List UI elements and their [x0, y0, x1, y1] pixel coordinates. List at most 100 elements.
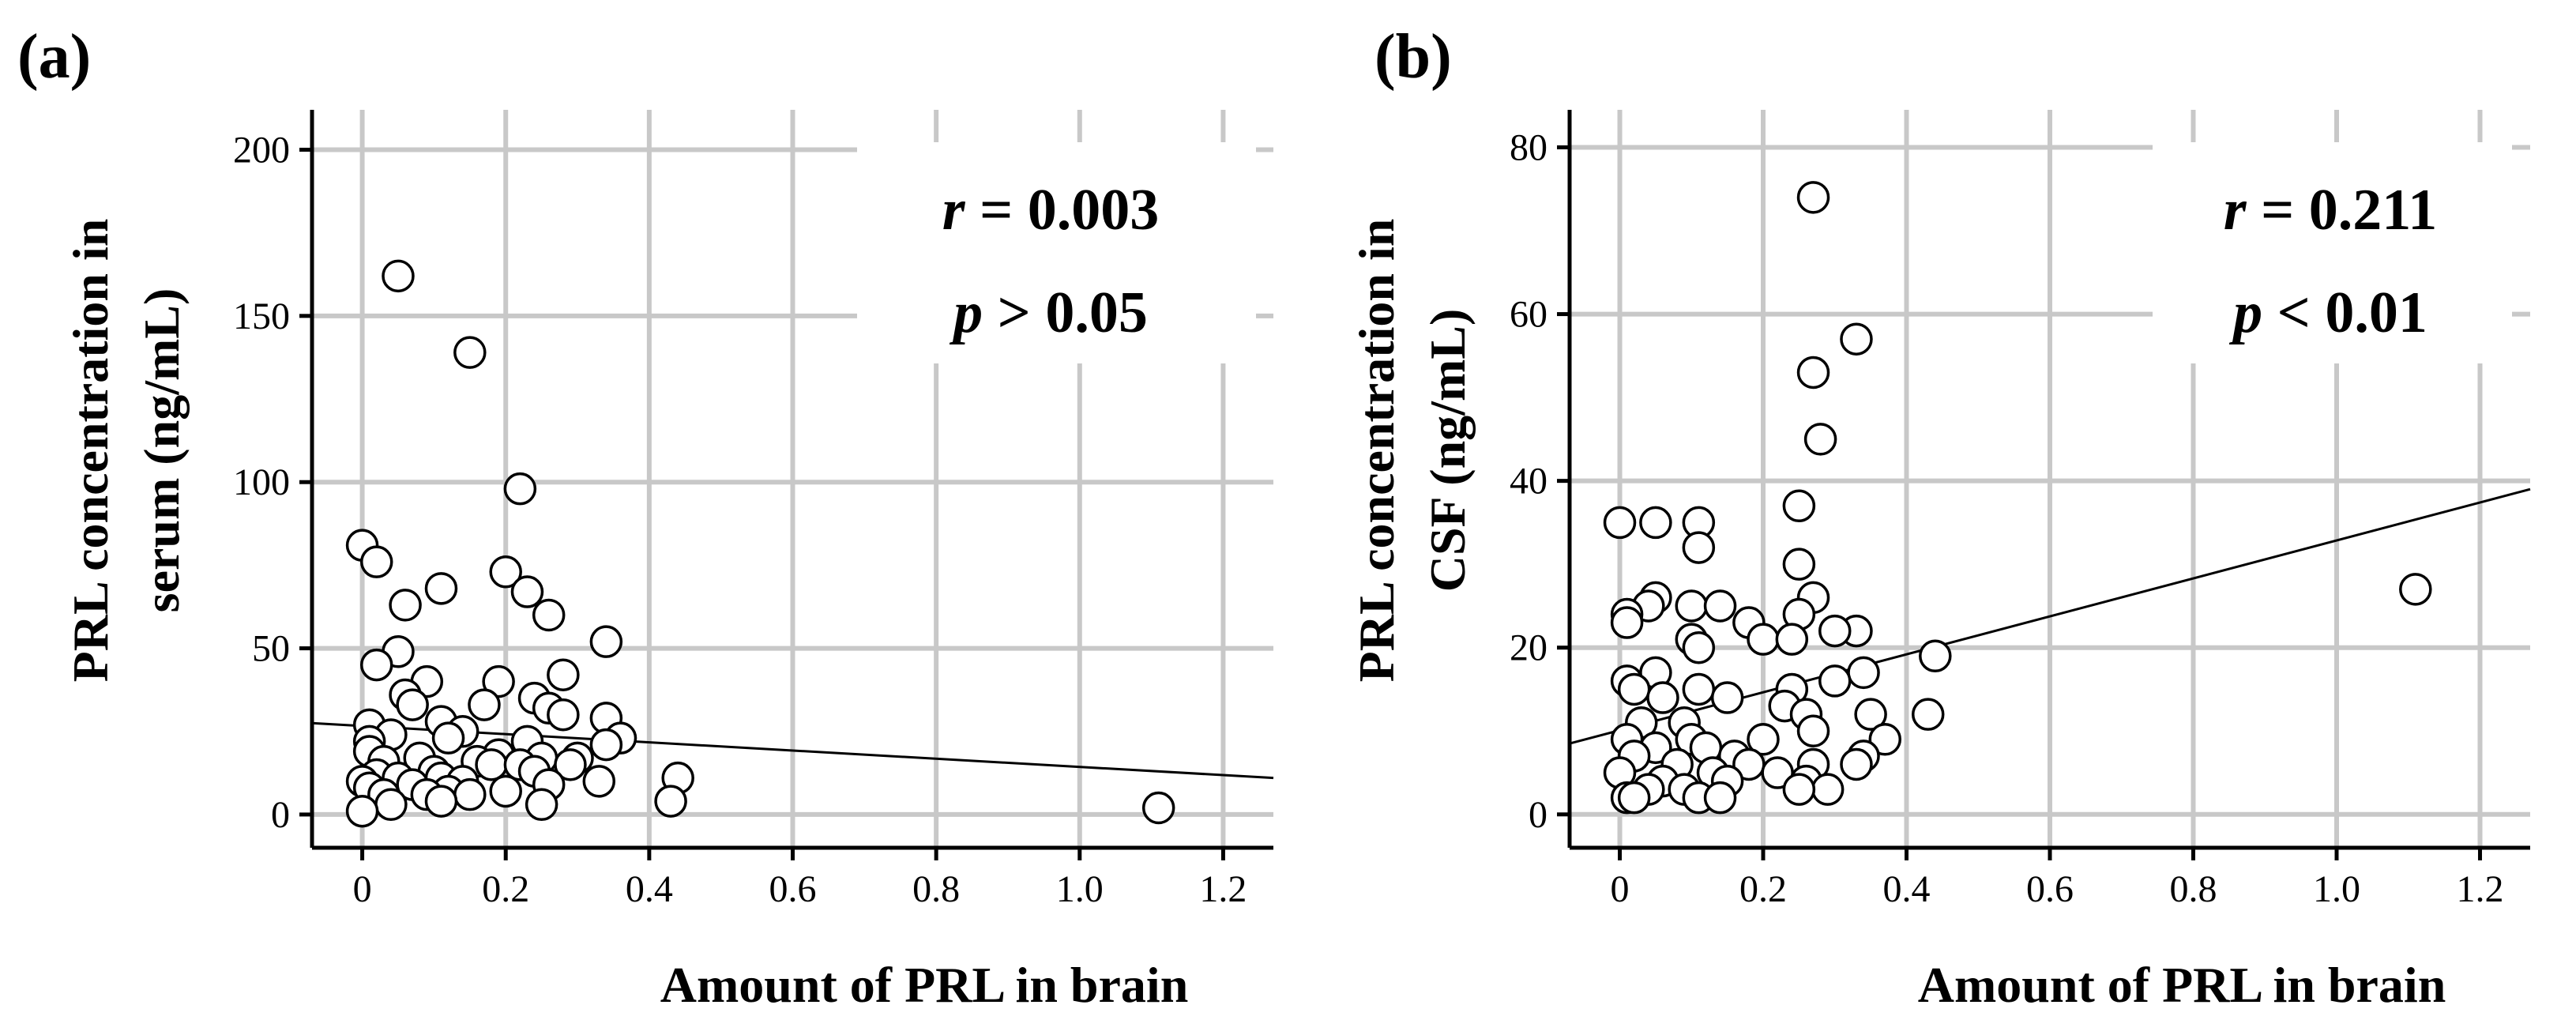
data-point — [1919, 639, 1952, 673]
data-point — [589, 728, 623, 762]
data-point — [1675, 589, 1709, 623]
data-point — [532, 598, 566, 632]
data-point — [453, 336, 487, 369]
y-tick-label: 100 — [233, 461, 290, 503]
p-value-label: p > 0.05 — [949, 280, 1148, 345]
r-symbol: r — [942, 178, 966, 243]
y-tick-label: 50 — [252, 628, 290, 670]
x-axis-title: Amount of PRL in brain — [660, 957, 1189, 1013]
data-point — [475, 748, 508, 781]
x-tick-label: 0 — [353, 868, 372, 910]
x-tick-label: 0.6 — [769, 868, 817, 910]
p-value: > 0.05 — [983, 280, 1148, 345]
y-tick-label: 20 — [1510, 627, 1547, 669]
data-point — [1782, 489, 1816, 523]
data-point — [1747, 623, 1780, 656]
r-value: = 0.003 — [965, 178, 1160, 243]
data-point — [582, 765, 616, 798]
data-point — [1710, 681, 1744, 714]
correlation-r-label: r = 0.003 — [942, 178, 1159, 243]
data-point — [547, 698, 580, 732]
x-tick-label: 0.2 — [1739, 868, 1787, 910]
data-point — [1141, 791, 1175, 825]
p-value-label: p < 0.01 — [2228, 280, 2427, 345]
p-symbol: p — [949, 280, 983, 345]
r-value: = 0.211 — [2247, 178, 2438, 243]
x-tick-label: 0.8 — [912, 868, 960, 910]
data-point — [1911, 698, 1945, 731]
data-point — [1639, 506, 1672, 540]
data-point — [1840, 322, 1873, 356]
data-point — [382, 259, 415, 293]
x-tick-label: 0.8 — [2169, 868, 2217, 910]
data-point — [345, 794, 379, 828]
data-point — [525, 788, 558, 822]
x-tick-label: 1.2 — [1199, 868, 1247, 910]
panel-letter: (b) — [1374, 22, 1452, 92]
data-point — [482, 664, 515, 698]
data-point — [1682, 531, 1716, 564]
annotation-background — [857, 142, 1256, 363]
data-point — [1610, 606, 1644, 639]
r-symbol: r — [2224, 178, 2247, 243]
data-point — [1811, 773, 1845, 806]
data-point — [1782, 773, 1816, 806]
data-point — [1617, 672, 1651, 706]
data-point — [424, 572, 458, 605]
p-symbol: p — [2228, 280, 2262, 345]
x-tick-label: 1.0 — [1056, 868, 1104, 910]
panel-a: 0 0.2 0.4 0.6 0.8 1.0 1.2 0 50 100 150 200 r = 0.003… — [17, 22, 1274, 1013]
y-axis-title-line: CSF (ng/mL) — [1420, 309, 1476, 593]
data-point — [359, 648, 393, 682]
data-point — [1703, 781, 1737, 815]
data-point — [1703, 589, 1737, 623]
data-point — [1603, 506, 1637, 540]
data-point — [1840, 747, 1873, 781]
data-point — [503, 472, 537, 506]
y-axis-title-line: PRL concentration in — [1348, 219, 1405, 683]
x-tick-label: 0 — [1611, 868, 1630, 910]
x-tick-label: 0.2 — [482, 868, 529, 910]
data-point — [2399, 573, 2432, 606]
data-point — [1818, 664, 1852, 698]
data-point — [453, 777, 487, 811]
y-tick-label: 0 — [271, 794, 290, 836]
annotation-background — [2153, 142, 2512, 363]
data-point — [431, 721, 465, 755]
data-point — [510, 575, 544, 608]
panel-b: 0 0.2 0.4 0.6 0.8 1.0 1.2 0 20 40 60 80 r = 0.211 p <… — [1348, 22, 2531, 1013]
data-point — [374, 788, 408, 822]
data-point — [1854, 698, 1887, 731]
y-tick-label: 0 — [1529, 794, 1547, 836]
data-point — [468, 688, 501, 721]
data-point — [1682, 630, 1716, 664]
data-point — [554, 748, 587, 781]
y-tick-label: 150 — [233, 295, 290, 337]
data-point — [547, 658, 580, 691]
data-point — [1803, 423, 1837, 456]
data-point — [1646, 681, 1679, 714]
y-tick-label: 60 — [1510, 294, 1547, 336]
data-point — [489, 774, 522, 808]
data-point — [1617, 781, 1651, 815]
y-tick-label: 200 — [233, 129, 290, 171]
data-point — [1796, 356, 1830, 390]
x-tick-label: 1.0 — [2313, 868, 2360, 910]
data-point — [1782, 548, 1816, 581]
y-tick-label: 40 — [1510, 461, 1547, 502]
data-point — [359, 545, 393, 578]
x-tick-label: 0.4 — [626, 868, 673, 910]
data-point — [424, 785, 458, 818]
data-point — [654, 785, 687, 818]
data-point — [1796, 181, 1830, 214]
data-point — [1818, 614, 1852, 648]
x-tick-label: 1.2 — [2456, 868, 2503, 910]
y-axis-title-line: PRL concentration in — [62, 219, 118, 683]
y-tick-label: 80 — [1510, 126, 1547, 168]
data-point — [1847, 656, 1880, 690]
data-point — [1775, 623, 1809, 656]
data-point — [1682, 672, 1716, 706]
x-tick-label: 0.4 — [1883, 868, 1931, 910]
y-axis-title-line: serum (ng/mL) — [134, 288, 190, 613]
